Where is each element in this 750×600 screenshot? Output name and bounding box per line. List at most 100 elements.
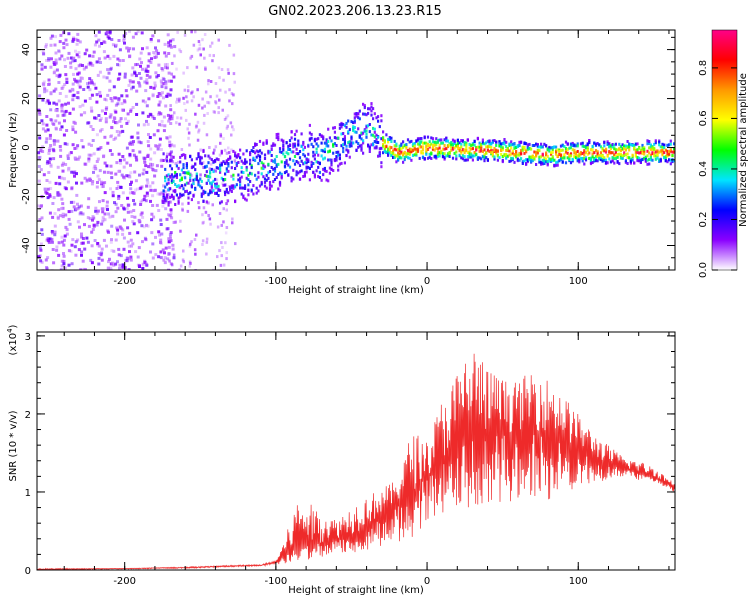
heatmap-cell [227,151,231,155]
heatmap-cell [135,89,139,93]
heatmap-cell [405,155,408,158]
heatmap-cell [669,148,672,152]
heatmap-cell [100,251,104,255]
heatmap-cell [405,146,408,150]
heatmap-cell [327,127,330,131]
heatmap-cell [516,145,519,148]
heatmap-cell [211,203,214,207]
heatmap-cell [117,194,121,198]
heatmap-cell [206,112,209,115]
heatmap-cell [368,130,371,134]
heatmap-cell [75,80,79,84]
heatmap-cell [89,258,93,262]
heatmap-cell [558,153,561,156]
heatmap-cell [209,44,212,48]
heatmap-cell [199,173,202,177]
heatmap-cell [47,58,51,62]
heatmap-cell [393,155,396,159]
heatmap-cell [618,147,621,151]
heatmap-cell [102,75,106,79]
heatmap-cell [486,139,489,143]
heatmap-cell [636,156,639,159]
heatmap-cell [226,124,229,128]
heatmap-cell [387,147,390,151]
heatmap-cell [365,132,368,136]
heatmap-cell [413,142,416,146]
heatmap-cell [232,72,236,76]
heatmap-cell [40,228,44,232]
heatmap-cell [380,165,383,169]
heatmap-cell [353,116,356,120]
heatmap-cell [114,172,118,176]
heatmap-cell [180,176,183,180]
heatmap-cell [116,77,120,81]
heatmap-cell [283,171,287,175]
heatmap-cell [230,184,233,188]
heatmap-cell [207,154,210,158]
heatmap-cell [626,155,629,159]
heatmap-cell [225,169,228,173]
heatmap-cell [184,176,187,180]
heatmap-cell [418,156,421,160]
heatmap-cell [97,178,101,182]
heatmap-cell [128,30,131,34]
heatmap-cell [475,148,478,152]
heatmap-cell [282,143,285,147]
heatmap-cell [159,93,163,97]
heatmap-cell [135,113,139,116]
heatmap-cell [443,156,446,160]
heatmap-cell [478,145,481,149]
heatmap-cell [330,160,333,164]
heatmap-cell [491,150,494,154]
heatmap-cell [73,156,77,160]
heatmap-cell [130,73,134,77]
heatmap-cell [165,94,169,98]
heatmap-cell [103,135,107,139]
heatmap-cell [63,142,67,146]
heatmap-cell [646,139,649,143]
heatmap-cell [102,238,106,242]
y-tick-label: 3 [25,332,31,343]
heatmap-cell [295,173,298,177]
heatmap-cell [184,190,187,194]
heatmap-cell [333,142,336,146]
heatmap-cell [77,248,81,251]
heatmap-cell [333,136,336,140]
heatmap-cell [398,144,401,148]
heatmap-cell [122,236,126,240]
heatmap-cell [167,237,171,241]
heatmap-cell [95,223,99,227]
heatmap-cell [668,150,671,154]
heatmap-cell [388,148,391,152]
heatmap-cell [651,158,654,162]
heatmap-cell [426,135,430,139]
heatmap-cell [228,88,231,92]
heatmap-cell [38,94,42,98]
heatmap-cell [219,163,222,167]
heatmap-cell [460,145,463,149]
heatmap-cell [481,138,484,142]
heatmap-cell [58,92,62,95]
heatmap-cell [254,143,257,147]
heatmap-cell [195,124,198,128]
heatmap-cell [137,218,141,222]
heatmap-cell [358,109,361,113]
heatmap-cell [576,154,579,158]
heatmap-cell [146,194,149,197]
heatmap-cell [48,133,52,137]
heatmap-cell [72,120,76,124]
heatmap-cell [658,150,661,154]
heatmap-cell [50,240,54,244]
heatmap-cell [551,146,554,149]
heatmap-cell [611,143,614,146]
heatmap-cell [64,213,68,217]
heatmap-cell [435,137,438,141]
heatmap-cell [436,140,440,144]
heatmap-cell [142,168,146,172]
heatmap-cell [363,106,366,110]
heatmap-cell [166,33,170,37]
heatmap-cell [94,209,98,213]
heatmap-cell [413,153,416,157]
heatmap-cell [147,59,151,63]
heatmap-cell [107,230,110,234]
